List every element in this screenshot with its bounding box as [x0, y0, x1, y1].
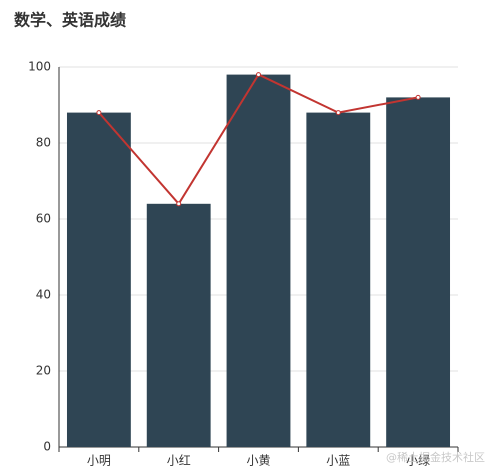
line-point — [96, 110, 102, 116]
bar — [146, 203, 211, 447]
y-tick-label: 60 — [36, 212, 51, 226]
line-point — [415, 94, 421, 100]
x-tick-label: 小蓝 — [326, 454, 350, 468]
x-tick-label: 小绿 — [406, 453, 430, 468]
chart-title: 数学、英语成绩 — [14, 11, 126, 30]
y-tick-label: 80 — [36, 136, 51, 150]
bar — [66, 112, 131, 447]
x-tick-label: 小明 — [87, 454, 111, 468]
y-tick-label: 100 — [28, 60, 51, 74]
line-point — [335, 110, 341, 116]
watermark: @稀土掘金技术社区 — [386, 450, 485, 464]
bar — [386, 97, 451, 448]
bar — [226, 74, 291, 447]
line-point — [256, 72, 261, 78]
x-tick-label: 小红 — [167, 453, 191, 468]
bar — [306, 112, 371, 447]
y-tick-label: 0 — [43, 440, 51, 454]
y-tick-label: 40 — [36, 288, 51, 302]
y-tick-label: 20 — [36, 364, 51, 378]
line-point — [176, 201, 182, 207]
x-tick-label: 小黄 — [246, 454, 270, 468]
